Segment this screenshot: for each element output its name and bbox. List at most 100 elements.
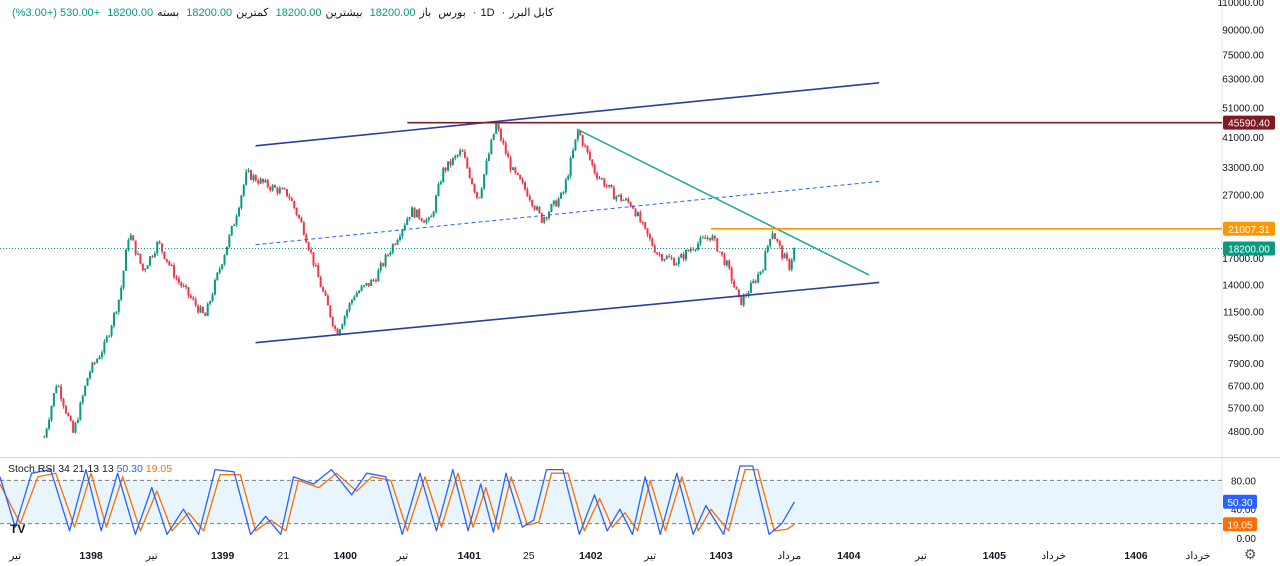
candle-body xyxy=(718,251,721,253)
candle-body xyxy=(245,171,248,185)
candle-body xyxy=(274,185,277,188)
legend-high-label: بیشترین xyxy=(325,7,363,19)
candle-body xyxy=(269,187,272,191)
candle-body xyxy=(112,312,115,326)
candle-body xyxy=(338,329,341,336)
stoch-tick-label: 0.00 xyxy=(1237,534,1257,545)
legend-exchange: بورس xyxy=(438,7,466,19)
candle-body xyxy=(189,295,192,298)
candle-body xyxy=(432,211,435,217)
candle-body xyxy=(418,209,421,219)
gear-icon[interactable]: ⚙ xyxy=(1244,546,1257,562)
candle-body xyxy=(612,187,615,200)
candle-body xyxy=(134,240,137,255)
candle-body xyxy=(254,175,257,181)
candle-body xyxy=(115,311,118,313)
stoch-legend-title: Stoch RSI 34 21 13 13 xyxy=(8,463,114,475)
candle-body xyxy=(519,174,522,180)
price-tick-label: 90000.00 xyxy=(1222,25,1264,36)
candle-body xyxy=(124,249,127,271)
candle-body xyxy=(84,385,87,396)
candle-body xyxy=(569,157,572,177)
candle-body xyxy=(233,224,236,226)
candle-body xyxy=(57,386,60,388)
candle-body xyxy=(384,254,387,266)
candle-body xyxy=(343,316,346,325)
candle-body xyxy=(579,130,582,136)
candle-body xyxy=(658,254,661,256)
candle-body xyxy=(88,372,91,379)
time-tick-label: تیر xyxy=(8,550,21,562)
candle-body xyxy=(110,325,113,336)
candle-body xyxy=(192,297,195,300)
price-badge-bg xyxy=(1223,241,1275,256)
candle-body xyxy=(300,217,303,223)
candle-body xyxy=(783,253,786,259)
candle-body xyxy=(322,287,325,292)
candle-body xyxy=(348,303,351,311)
candle-body xyxy=(120,287,123,300)
candle-body xyxy=(617,194,620,197)
candle-body xyxy=(622,200,625,202)
candle-body xyxy=(759,271,762,275)
candle-body xyxy=(624,198,627,201)
candle-body xyxy=(449,161,452,165)
candle-body xyxy=(588,151,591,160)
candle-body xyxy=(668,256,671,258)
candle-body xyxy=(230,225,233,236)
candle-body xyxy=(704,237,707,239)
candle-body xyxy=(651,238,654,246)
candle-body xyxy=(552,200,555,205)
legend-interval[interactable]: 1D xyxy=(480,7,495,19)
stoch-legend[interactable]: Stoch RSI 34 21 13 13 50.30 19.05 xyxy=(8,463,172,475)
candle-body xyxy=(64,406,67,414)
candle-body xyxy=(516,172,519,175)
candle-body xyxy=(459,150,462,155)
legend-symbol[interactable]: کابل البرز xyxy=(509,7,554,19)
candle-body xyxy=(413,207,416,218)
candle-body xyxy=(228,235,231,247)
candle-body xyxy=(499,129,502,141)
candle-body xyxy=(475,192,478,198)
legend-low-value: 18200.00 xyxy=(186,7,233,19)
candle-body xyxy=(439,181,442,185)
candle-body xyxy=(572,150,575,158)
candle-body xyxy=(394,244,397,246)
candle-body xyxy=(62,399,65,407)
candle-body xyxy=(257,180,260,184)
legend-close-label: بسته xyxy=(157,7,180,19)
candle-body xyxy=(663,259,666,261)
candle-body xyxy=(161,243,164,252)
candle-body xyxy=(278,188,281,194)
time-tick-label: 1403 xyxy=(709,550,733,562)
candle-body xyxy=(401,229,404,237)
candle-body xyxy=(733,281,736,287)
trendline-channel-upper xyxy=(255,81,880,147)
candle-body xyxy=(74,422,77,433)
price-tick-label: 5700.00 xyxy=(1228,403,1265,414)
candle-body xyxy=(675,264,678,266)
candle-body xyxy=(769,239,772,246)
time-tick-label: 1405 xyxy=(983,550,1007,562)
candle-body xyxy=(435,195,438,212)
candle-body xyxy=(761,270,764,272)
candle-body xyxy=(173,265,176,278)
candle-body xyxy=(425,219,428,223)
candle-body xyxy=(574,139,577,151)
candle-body xyxy=(600,178,603,180)
candle-body xyxy=(437,184,440,196)
candle-body xyxy=(261,178,264,183)
candle-body xyxy=(158,241,161,244)
candle-body xyxy=(55,386,58,394)
candle-body xyxy=(699,237,702,244)
candle-body xyxy=(670,257,673,259)
candle-body xyxy=(310,249,313,253)
price-tick-label: 9500.00 xyxy=(1228,334,1265,345)
candle-body xyxy=(596,173,599,179)
candle-body xyxy=(406,218,409,225)
candle-body xyxy=(204,312,207,316)
candle-body xyxy=(528,196,531,200)
candle-body xyxy=(129,235,132,240)
